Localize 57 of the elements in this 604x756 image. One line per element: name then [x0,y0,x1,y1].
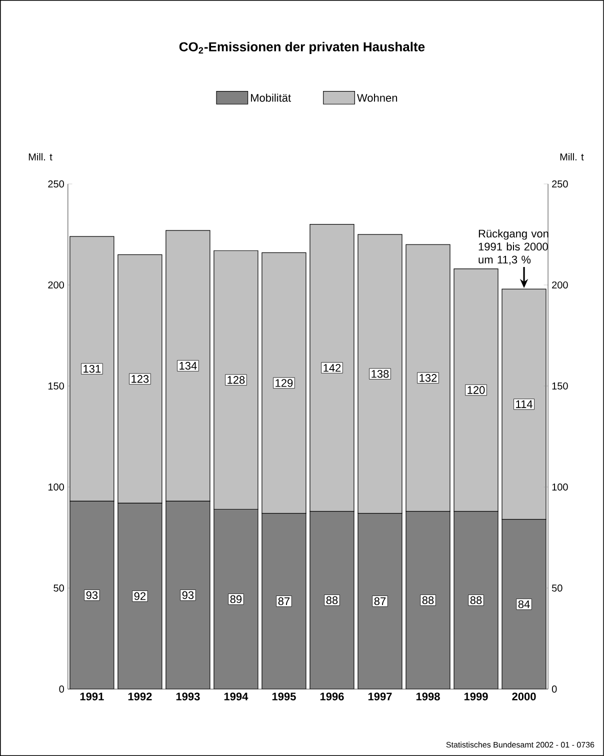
y-tick-label: 150 [48,382,64,390]
data-label: 88 [422,596,434,604]
x-tick-label: 1999 [464,692,488,700]
y2-tick-label: 150 [552,382,568,390]
data-label: 93 [182,591,194,600]
bar [214,509,258,690]
data-label: 93 [86,591,98,600]
x-tick-label: 1998 [416,692,440,700]
bar [262,513,306,690]
data-label: 89 [230,595,242,604]
data-label: 138 [372,370,389,378]
chart-title: CO$_{2}$-Emissionen der privaten Haushalte [179,42,425,54]
x-tick-label: 1992 [128,692,152,700]
x-tick-label: 1995 [272,692,296,700]
data-label: 87 [278,597,290,606]
x-tick-label: 1994 [224,692,248,700]
x-tick-label: 1996 [320,692,344,700]
data-label: 123 [132,375,149,383]
bar [454,511,498,690]
x-tick-label: 1993 [176,692,200,700]
data-label: 134 [180,362,197,370]
legend-label: Mobilität [251,94,292,102]
y-tick-label: 200 [48,281,64,289]
data-label: 88 [470,596,482,604]
data-label: 129 [276,379,293,387]
y-tick-label: 250 [48,180,64,188]
y2-tick-label: 100 [552,483,568,491]
data-label: 128 [228,376,245,384]
bar [358,513,402,690]
bar [310,511,354,690]
data-label: 92 [134,592,146,600]
data-label: 142 [324,364,341,372]
annotation: Rückgang von 1991 bis 2000 um 11,3 % [478,229,548,265]
legend-label: Wohnen [357,94,398,102]
data-label: 131 [84,364,101,373]
x-tick-label: 1997 [368,692,392,700]
data-label: 120 [468,386,485,394]
y-tick-label: 50 [54,584,64,592]
y2-tick-label: 0 [552,686,557,693]
x-tick-label: 2000 [512,692,536,700]
y2-tick-label: 250 [552,180,568,188]
bar [118,503,162,690]
data-label: 84 [518,600,530,608]
y2-axis-title: Mill. t [560,153,584,160]
bar [406,511,450,690]
y2-tick-label: 50 [552,584,562,592]
x-tick-label: 1991 [80,692,104,700]
text: Statistisches Bundesamt 2002 - 01 - 0736 [446,742,594,748]
y-tick-label: 0 [59,686,64,693]
y2-tick-label: 200 [552,281,568,289]
data-label: 114 [516,400,532,408]
data-label: 88 [326,596,338,604]
data-label: 87 [374,597,386,606]
y-tick-label: 100 [48,483,64,491]
y-axis-title: Mill. t [28,153,52,160]
bar [166,501,210,690]
data-label: 132 [420,374,437,382]
